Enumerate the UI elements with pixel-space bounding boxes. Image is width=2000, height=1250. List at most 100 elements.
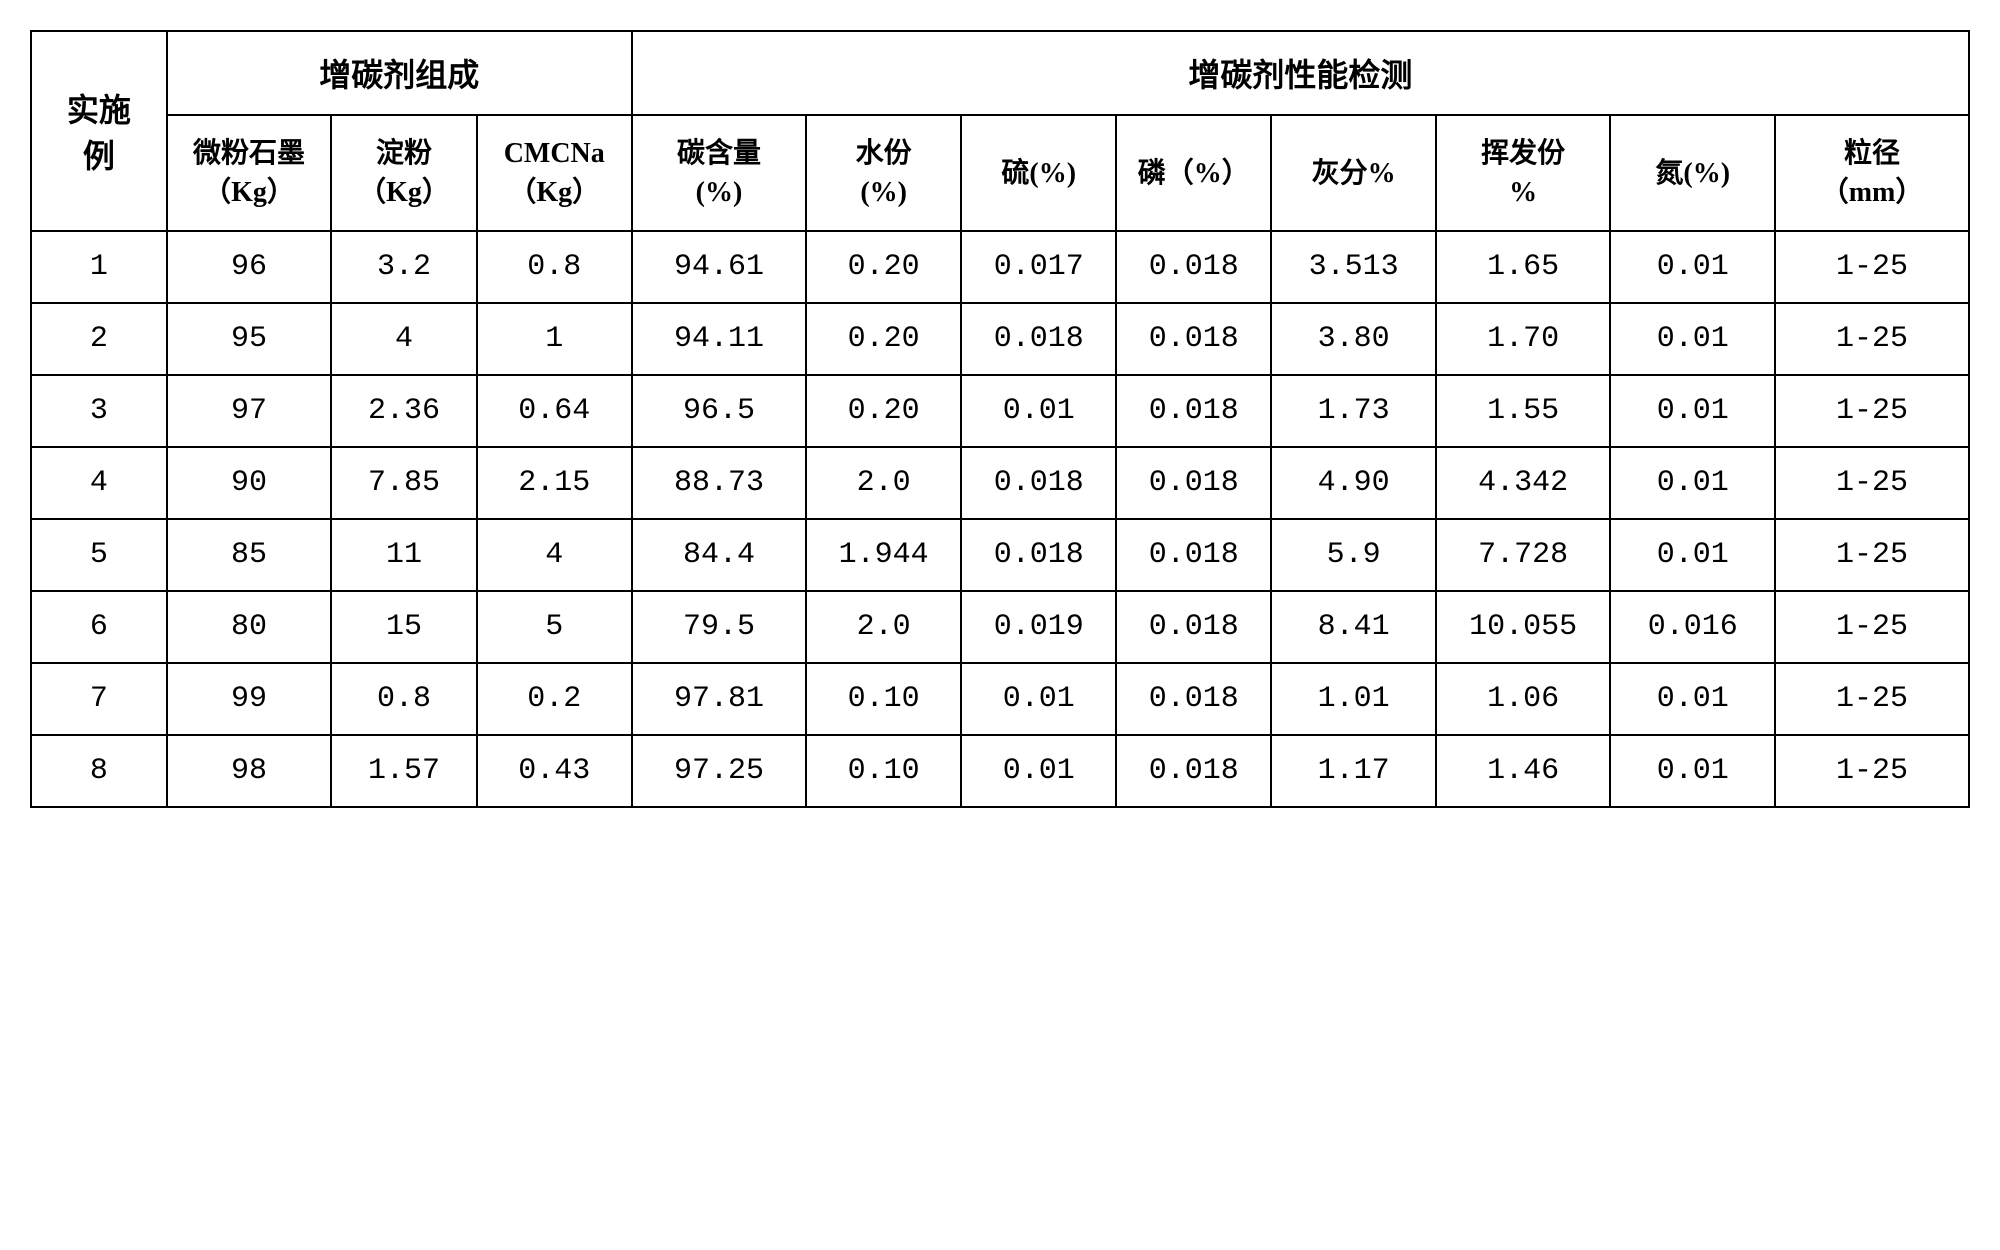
cell-id: 8 (31, 735, 167, 807)
cell-particle: 1-25 (1775, 735, 1969, 807)
cell-sulfur: 0.018 (961, 303, 1116, 375)
cell-nitrogen: 0.01 (1610, 375, 1775, 447)
cell-phosphorus: 0.018 (1116, 375, 1271, 447)
cell-sulfur: 0.017 (961, 231, 1116, 303)
cell-ash: 3.80 (1271, 303, 1436, 375)
cell-volatile: 4.342 (1436, 447, 1610, 519)
cell-ash: 1.17 (1271, 735, 1436, 807)
header-example: 实施 例 (31, 31, 167, 231)
cell-starch: 15 (331, 591, 476, 663)
table-row: 4907.852.1588.732.00.0180.0184.904.3420.… (31, 447, 1969, 519)
header-carbon: 碳含量 (%) (632, 115, 806, 231)
cell-volatile: 1.65 (1436, 231, 1610, 303)
cell-sulfur: 0.019 (961, 591, 1116, 663)
header-cmcna: CMCNa （Kg） (477, 115, 632, 231)
header-composition-group: 增碳剂组成 (167, 31, 632, 115)
cell-cmcna: 2.15 (477, 447, 632, 519)
table-row: 8981.570.4397.250.100.010.0181.171.460.0… (31, 735, 1969, 807)
cell-nitrogen: 0.01 (1610, 519, 1775, 591)
cell-starch: 0.8 (331, 663, 476, 735)
cell-id: 4 (31, 447, 167, 519)
cell-phosphorus: 0.018 (1116, 663, 1271, 735)
header-graphite: 微粉石墨 （Kg） (167, 115, 332, 231)
cell-id: 5 (31, 519, 167, 591)
cell-starch: 2.36 (331, 375, 476, 447)
cell-ash: 1.73 (1271, 375, 1436, 447)
cell-sulfur: 0.01 (961, 375, 1116, 447)
cell-volatile: 1.06 (1436, 663, 1610, 735)
cell-ash: 4.90 (1271, 447, 1436, 519)
cell-moisture: 1.944 (806, 519, 961, 591)
cell-id: 2 (31, 303, 167, 375)
cell-cmcna: 0.43 (477, 735, 632, 807)
cell-ash: 8.41 (1271, 591, 1436, 663)
header-phosphorus: 磷（%） (1116, 115, 1271, 231)
cell-graphite: 90 (167, 447, 332, 519)
cell-carbon: 79.5 (632, 591, 806, 663)
cell-carbon: 94.11 (632, 303, 806, 375)
cell-id: 3 (31, 375, 167, 447)
cell-starch: 7.85 (331, 447, 476, 519)
cell-volatile: 1.46 (1436, 735, 1610, 807)
cell-phosphorus: 0.018 (1116, 231, 1271, 303)
cell-graphite: 85 (167, 519, 332, 591)
header-ash: 灰分% (1271, 115, 1436, 231)
header-volatile: 挥发份 % (1436, 115, 1610, 231)
cell-graphite: 97 (167, 375, 332, 447)
table-row: 58511484.41.9440.0180.0185.97.7280.011-2… (31, 519, 1969, 591)
cell-graphite: 95 (167, 303, 332, 375)
cell-ash: 5.9 (1271, 519, 1436, 591)
cell-nitrogen: 0.01 (1610, 735, 1775, 807)
header-sulfur: 硫(%) (961, 115, 1116, 231)
cell-graphite: 99 (167, 663, 332, 735)
cell-cmcna: 0.64 (477, 375, 632, 447)
cell-graphite: 80 (167, 591, 332, 663)
cell-particle: 1-25 (1775, 519, 1969, 591)
cell-nitrogen: 0.016 (1610, 591, 1775, 663)
cell-id: 1 (31, 231, 167, 303)
cell-particle: 1-25 (1775, 303, 1969, 375)
cell-particle: 1-25 (1775, 591, 1969, 663)
cell-sulfur: 0.01 (961, 663, 1116, 735)
cell-cmcna: 0.8 (477, 231, 632, 303)
cell-particle: 1-25 (1775, 447, 1969, 519)
cell-moisture: 2.0 (806, 591, 961, 663)
header-performance-group: 增碳剂性能检测 (632, 31, 1969, 115)
cell-nitrogen: 0.01 (1610, 447, 1775, 519)
cell-phosphorus: 0.018 (1116, 519, 1271, 591)
cell-volatile: 1.55 (1436, 375, 1610, 447)
cell-volatile: 7.728 (1436, 519, 1610, 591)
cell-carbon: 96.5 (632, 375, 806, 447)
header-starch: 淀粉 （Kg） (331, 115, 476, 231)
table-row: 68015579.52.00.0190.0188.4110.0550.0161-… (31, 591, 1969, 663)
cell-id: 7 (31, 663, 167, 735)
cell-carbon: 97.25 (632, 735, 806, 807)
cell-graphite: 96 (167, 231, 332, 303)
cell-nitrogen: 0.01 (1610, 663, 1775, 735)
table-row: 7990.80.297.810.100.010.0181.011.060.011… (31, 663, 1969, 735)
header-particle: 粒径 （mm） (1775, 115, 1969, 231)
cell-cmcna: 0.2 (477, 663, 632, 735)
cell-ash: 3.513 (1271, 231, 1436, 303)
cell-sulfur: 0.018 (961, 519, 1116, 591)
cell-particle: 1-25 (1775, 375, 1969, 447)
data-table-container: 实施 例 增碳剂组成 增碳剂性能检测 微粉石墨 （Kg） 淀粉 （Kg） CMC… (30, 30, 1970, 808)
cell-carbon: 88.73 (632, 447, 806, 519)
cell-sulfur: 0.01 (961, 735, 1116, 807)
cell-moisture: 0.20 (806, 303, 961, 375)
cell-moisture: 0.20 (806, 375, 961, 447)
table-row: 2954194.110.200.0180.0183.801.700.011-25 (31, 303, 1969, 375)
header-nitrogen: 氮(%) (1610, 115, 1775, 231)
cell-volatile: 10.055 (1436, 591, 1610, 663)
cell-phosphorus: 0.018 (1116, 591, 1271, 663)
cell-starch: 3.2 (331, 231, 476, 303)
cell-starch: 1.57 (331, 735, 476, 807)
table-header: 实施 例 增碳剂组成 增碳剂性能检测 微粉石墨 （Kg） 淀粉 （Kg） CMC… (31, 31, 1969, 231)
cell-phosphorus: 0.018 (1116, 303, 1271, 375)
cell-carbon: 94.61 (632, 231, 806, 303)
cell-moisture: 0.10 (806, 735, 961, 807)
table-header-row-2: 微粉石墨 （Kg） 淀粉 （Kg） CMCNa （Kg） 碳含量 (%) 水份 … (31, 115, 1969, 231)
table-row: 3972.360.6496.50.200.010.0181.731.550.01… (31, 375, 1969, 447)
cell-starch: 4 (331, 303, 476, 375)
header-moisture: 水份 (%) (806, 115, 961, 231)
